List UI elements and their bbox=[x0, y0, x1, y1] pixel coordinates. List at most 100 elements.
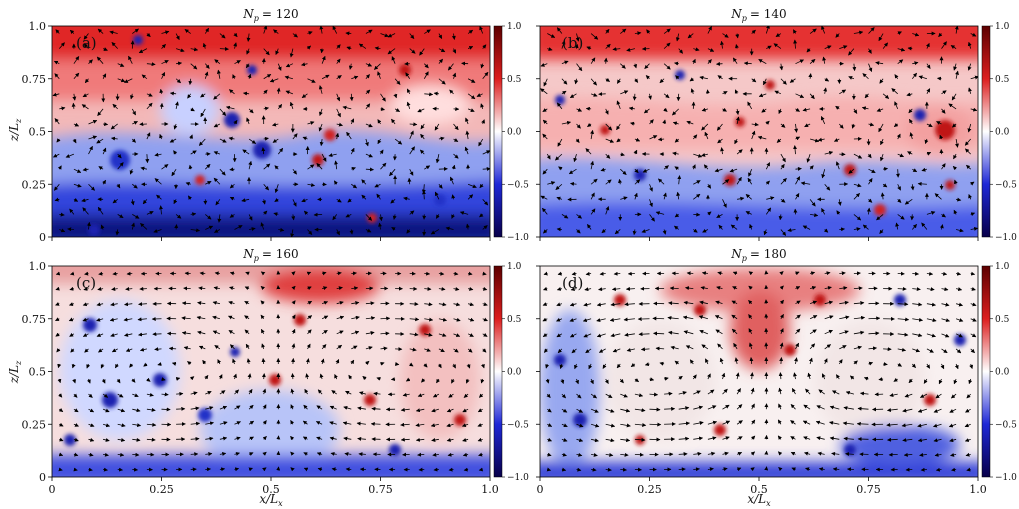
velocity-arrow bbox=[675, 75, 680, 80]
velocity-arrow bbox=[576, 107, 583, 112]
velocity-arrow bbox=[853, 183, 862, 188]
velocity-arrow bbox=[335, 132, 340, 140]
velocity-arrow bbox=[245, 63, 250, 69]
velocity-arrow bbox=[350, 147, 355, 155]
panel-c: (c) Np = 160 bbox=[51, 247, 503, 478]
velocity-arrow bbox=[188, 195, 192, 200]
velocity-arrow bbox=[275, 48, 280, 55]
velocity-arrow bbox=[387, 48, 396, 55]
velocity-arrow bbox=[926, 211, 936, 215]
velocity-arrow bbox=[132, 183, 138, 189]
velocity-arrow bbox=[248, 108, 254, 114]
velocity-arrow bbox=[228, 89, 235, 95]
velocity-arrow bbox=[82, 93, 89, 98]
velocity-arrow bbox=[625, 286, 635, 291]
velocity-arrow bbox=[242, 149, 250, 155]
velocity-arrow bbox=[542, 108, 548, 112]
velocity-arrow bbox=[809, 165, 814, 170]
velocity-arrow bbox=[765, 207, 772, 215]
velocity-arrow bbox=[941, 163, 946, 170]
velocity-arrow bbox=[102, 47, 108, 51]
velocity-arrow bbox=[576, 123, 581, 129]
colorbar-tick-label: 1.0 bbox=[507, 262, 522, 272]
velocity-arrow bbox=[328, 153, 337, 158]
velocity-arrow bbox=[479, 213, 484, 218]
velocity-arrow bbox=[301, 93, 308, 98]
velocity-arrow bbox=[542, 119, 548, 125]
velocity-arrow bbox=[463, 467, 469, 472]
velocity-arrow bbox=[848, 48, 855, 56]
velocity-arrow bbox=[747, 101, 753, 110]
velocity-arrow bbox=[808, 73, 813, 79]
velocity-arrow bbox=[161, 43, 166, 49]
velocity-arrow bbox=[334, 160, 339, 170]
velocity-arrow bbox=[190, 47, 199, 52]
velocity-arrow bbox=[672, 151, 679, 156]
velocity-arrow bbox=[968, 194, 972, 200]
velocity-arrow bbox=[205, 214, 212, 220]
velocity-arrow bbox=[153, 229, 162, 233]
velocity-arrow bbox=[365, 138, 369, 147]
velocity-arrow bbox=[557, 138, 563, 147]
panel-label: (c) bbox=[76, 274, 96, 292]
velocity-arrow bbox=[467, 108, 475, 112]
velocity-arrow bbox=[575, 33, 580, 42]
velocity-arrow bbox=[701, 123, 709, 131]
velocity-arrow bbox=[833, 138, 840, 142]
velocity-arrow bbox=[628, 106, 635, 111]
velocity-arrow bbox=[171, 168, 177, 177]
velocity-arrow bbox=[856, 421, 869, 426]
velocity-arrow bbox=[605, 138, 615, 143]
velocity-arrow bbox=[780, 78, 787, 85]
velocity-arrow bbox=[907, 151, 913, 155]
velocity-arrow bbox=[306, 45, 312, 50]
velocity-arrow bbox=[633, 63, 638, 69]
velocity-arrow bbox=[820, 115, 826, 125]
velocity-arrow bbox=[745, 211, 752, 215]
velocity-arrow bbox=[674, 213, 680, 218]
velocity-arrow bbox=[795, 166, 802, 171]
velocity-arrow bbox=[795, 93, 805, 98]
velocity-arrow bbox=[117, 153, 122, 159]
velocity-arrow bbox=[891, 88, 898, 95]
velocity-arrow bbox=[219, 451, 227, 456]
velocity-arrow bbox=[378, 222, 382, 230]
velocity-arrow bbox=[839, 45, 848, 49]
velocity-arrow bbox=[132, 121, 138, 125]
velocity-arrow bbox=[302, 136, 308, 141]
velocity-arrow bbox=[912, 271, 920, 276]
velocity-arrow bbox=[763, 78, 767, 86]
velocity-arrow bbox=[691, 164, 696, 170]
velocity-arrow bbox=[361, 194, 367, 200]
velocity-arrow bbox=[146, 62, 156, 67]
velocity-arrow bbox=[809, 93, 815, 100]
velocity-arrow bbox=[365, 103, 371, 110]
velocity-arrow bbox=[146, 132, 151, 140]
velocity-arrow bbox=[482, 150, 490, 155]
velocity-arrow bbox=[687, 33, 694, 39]
velocity-arrow bbox=[219, 33, 226, 39]
velocity-arrow bbox=[749, 223, 753, 230]
velocity-arrow bbox=[590, 160, 595, 170]
velocity-arrow bbox=[561, 214, 569, 219]
velocity-arrow bbox=[159, 88, 164, 94]
velocity-arrow bbox=[766, 196, 775, 201]
velocity-arrow bbox=[936, 76, 942, 81]
velocity-arrow bbox=[73, 168, 82, 173]
velocity-arrow bbox=[864, 93, 869, 99]
velocity-arrow bbox=[88, 145, 93, 155]
velocity-arrow bbox=[558, 166, 563, 171]
velocity-arrow bbox=[853, 214, 862, 221]
velocity-arrow bbox=[129, 169, 134, 175]
velocity-arrow bbox=[247, 73, 252, 79]
panel-d: (d) Np = 180 bbox=[539, 247, 991, 478]
velocity-arrow bbox=[542, 207, 548, 215]
velocity-arrow bbox=[839, 89, 847, 95]
velocity-arrow bbox=[634, 31, 642, 36]
velocity-arrow bbox=[778, 214, 783, 221]
velocity-arrow bbox=[789, 78, 796, 83]
velocity-arrow bbox=[219, 108, 227, 116]
velocity-arrow bbox=[620, 196, 628, 201]
velocity-arrow bbox=[336, 198, 342, 203]
velocity-arrow bbox=[966, 164, 971, 170]
